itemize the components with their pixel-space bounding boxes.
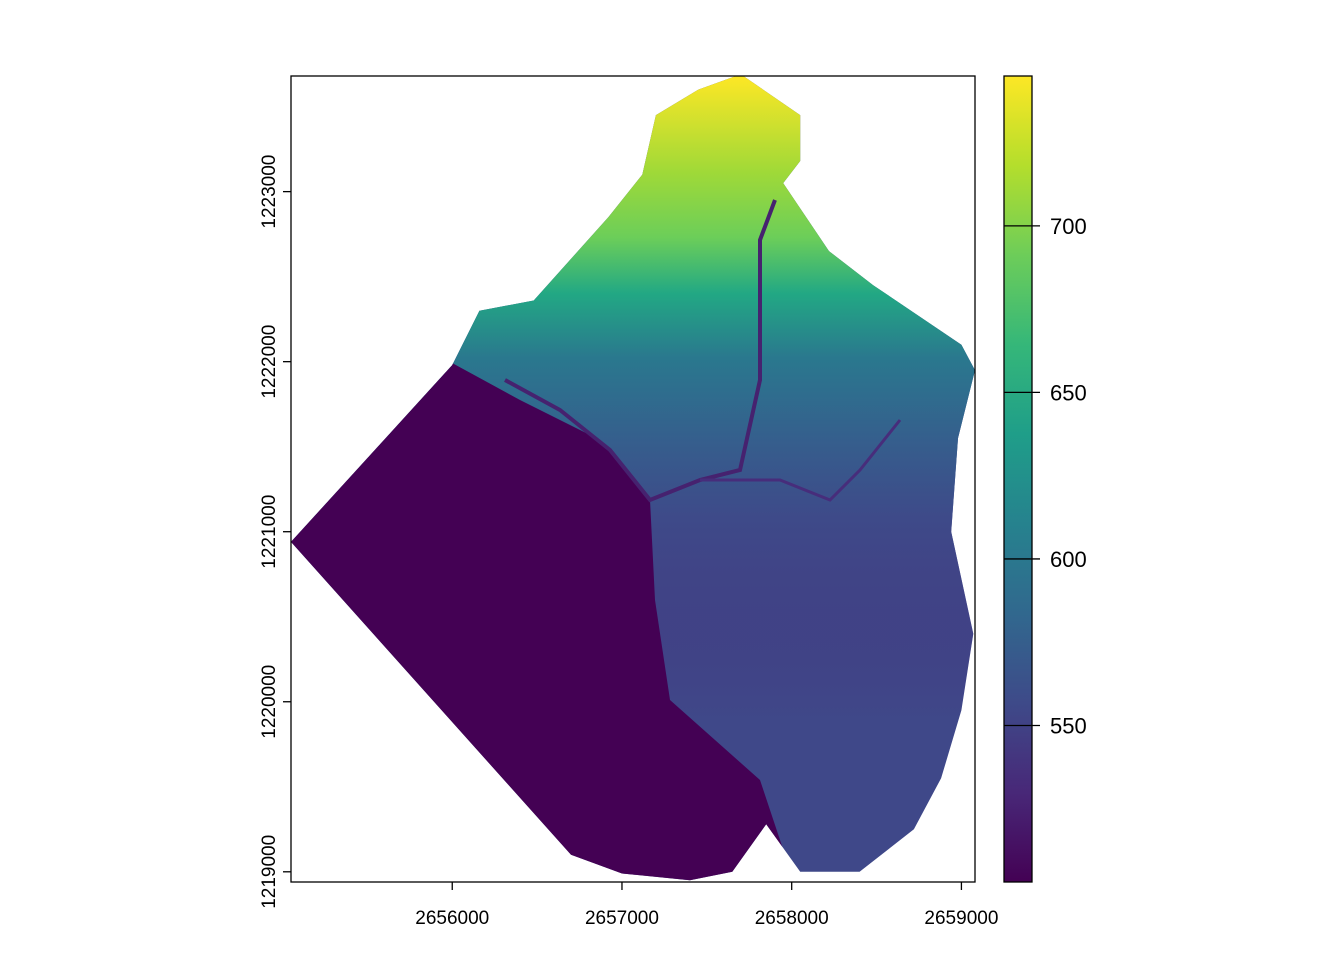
legend-colorbar	[1003, 75, 1033, 883]
y-axis: 1219000 1220000 1221000 1222000 1223000	[259, 155, 291, 909]
x-tick-label: 2656000	[415, 908, 489, 929]
y-tick-label: 1222000	[259, 325, 280, 399]
legend-tick-label: 550	[1050, 713, 1087, 738]
y-tick-label: 1219000	[259, 835, 280, 909]
legend-ticks: 550 600 650 700	[1004, 214, 1087, 738]
color-legend: 550 600 650 700	[1003, 75, 1087, 883]
legend-tick-label: 600	[1050, 547, 1087, 572]
y-tick-label: 1220000	[259, 665, 280, 739]
x-axis: 2656000 2657000 2658000 2659000	[415, 882, 998, 929]
legend-tick-label: 700	[1050, 214, 1087, 239]
x-tick-label: 2659000	[924, 908, 998, 929]
y-tick-label: 1223000	[259, 155, 280, 229]
plot-panel	[290, 75, 976, 883]
legend-tick-label: 650	[1050, 380, 1087, 405]
x-tick-label: 2657000	[585, 908, 659, 929]
y-tick-label: 1221000	[259, 495, 280, 569]
x-tick-label: 2658000	[755, 908, 829, 929]
raster-tributary	[700, 419, 902, 502]
plot-border	[290, 75, 976, 883]
